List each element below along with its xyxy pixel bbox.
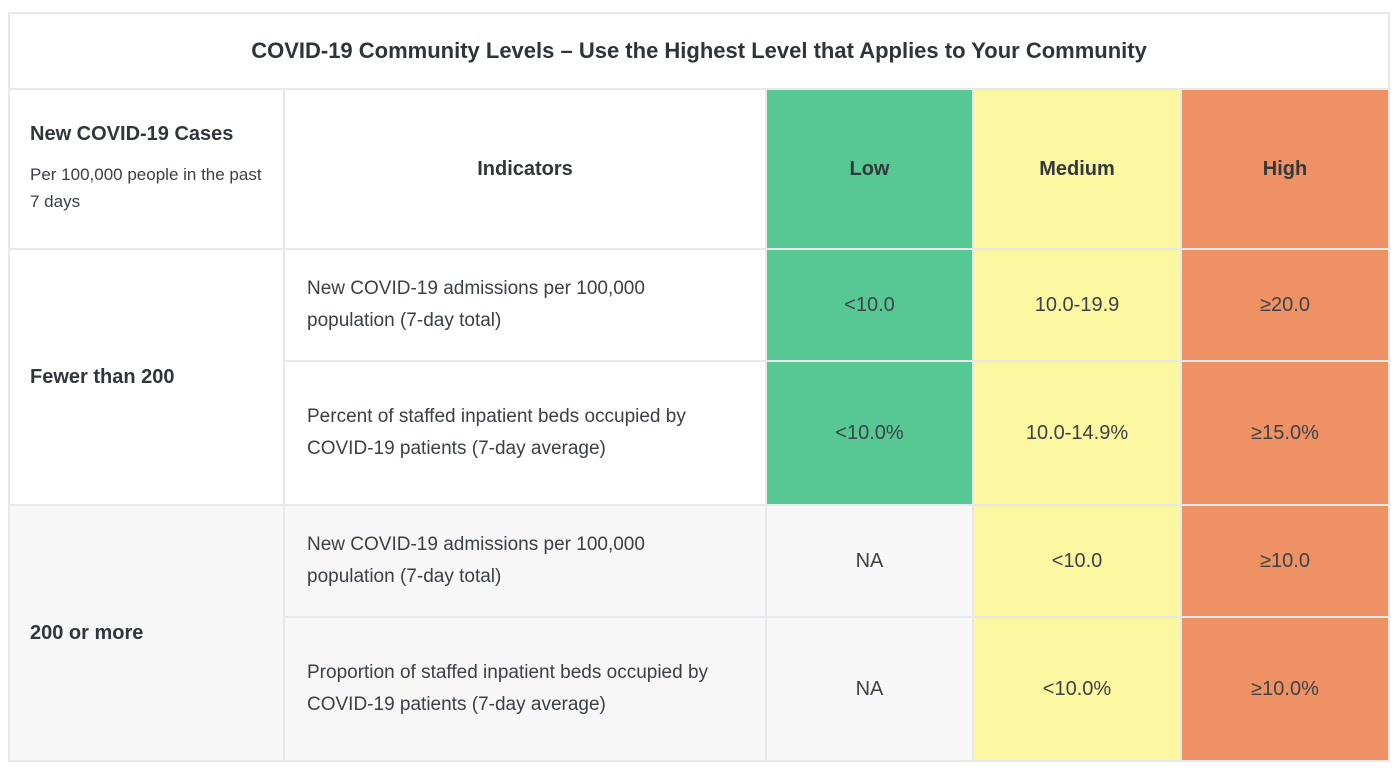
indicator-cell: Percent of staffed inpatient beds occupi… <box>283 360 767 506</box>
table-row: 200 or more New COVID-19 admissions per … <box>8 504 1391 762</box>
high-column-header: High <box>1179 88 1391 250</box>
low-value-cell-na: NA <box>765 504 974 618</box>
cases-column-header: New COVID-19 Cases Per 100,000 people in… <box>8 88 285 250</box>
table-row: Percent of staffed inpatient beds occupi… <box>9 360 1391 506</box>
title-row: COVID-19 Community Levels – Use the High… <box>7 12 1391 90</box>
cases-header-subtitle: Per 100,000 people in the past 7 days <box>30 165 262 211</box>
cases-header-title: New COVID-19 Cases <box>30 123 234 146</box>
indicator-cell: New COVID-19 admissions per 100,000 popu… <box>283 248 767 362</box>
medium-value-cell: <10.0% <box>972 616 1182 762</box>
medium-value-cell: <10.0 <box>972 504 1182 618</box>
indicator-cell: Proportion of staffed inpatient beds occ… <box>283 616 767 762</box>
table-row: Proportion of staffed inpatient beds occ… <box>9 616 1391 762</box>
header-row: New COVID-19 Cases Per 100,000 people in… <box>8 88 1391 250</box>
indicator-cell: New COVID-19 admissions per 100,000 popu… <box>283 504 767 618</box>
low-value-cell: <10.0% <box>765 360 974 506</box>
high-value-cell: ≥10.0% <box>1179 616 1391 762</box>
high-value-cell: ≥15.0% <box>1179 360 1391 506</box>
medium-value-cell: 10.0-19.9 <box>972 248 1182 362</box>
low-value-cell-na: NA <box>765 616 974 762</box>
low-value-cell: <10.0 <box>765 248 974 362</box>
community-levels-table: COVID-19 Community Levels – Use the High… <box>7 12 1391 762</box>
table-title: COVID-19 Community Levels – Use the High… <box>7 12 1391 90</box>
low-column-header: Low <box>765 88 974 250</box>
table-row: Fewer than 200 New COVID-19 admissions p… <box>8 248 1391 506</box>
indicators-column-header: Indicators <box>283 88 767 250</box>
cases-group-label-fewer-than-200: Fewer than 200 <box>8 248 285 506</box>
medium-value-cell: 10.0-14.9% <box>972 360 1182 506</box>
cases-group-label-200-or-more: 200 or more <box>8 504 285 762</box>
high-value-cell: ≥10.0 <box>1179 504 1391 618</box>
high-value-cell: ≥20.0 <box>1179 248 1391 362</box>
medium-column-header: Medium <box>972 88 1182 250</box>
